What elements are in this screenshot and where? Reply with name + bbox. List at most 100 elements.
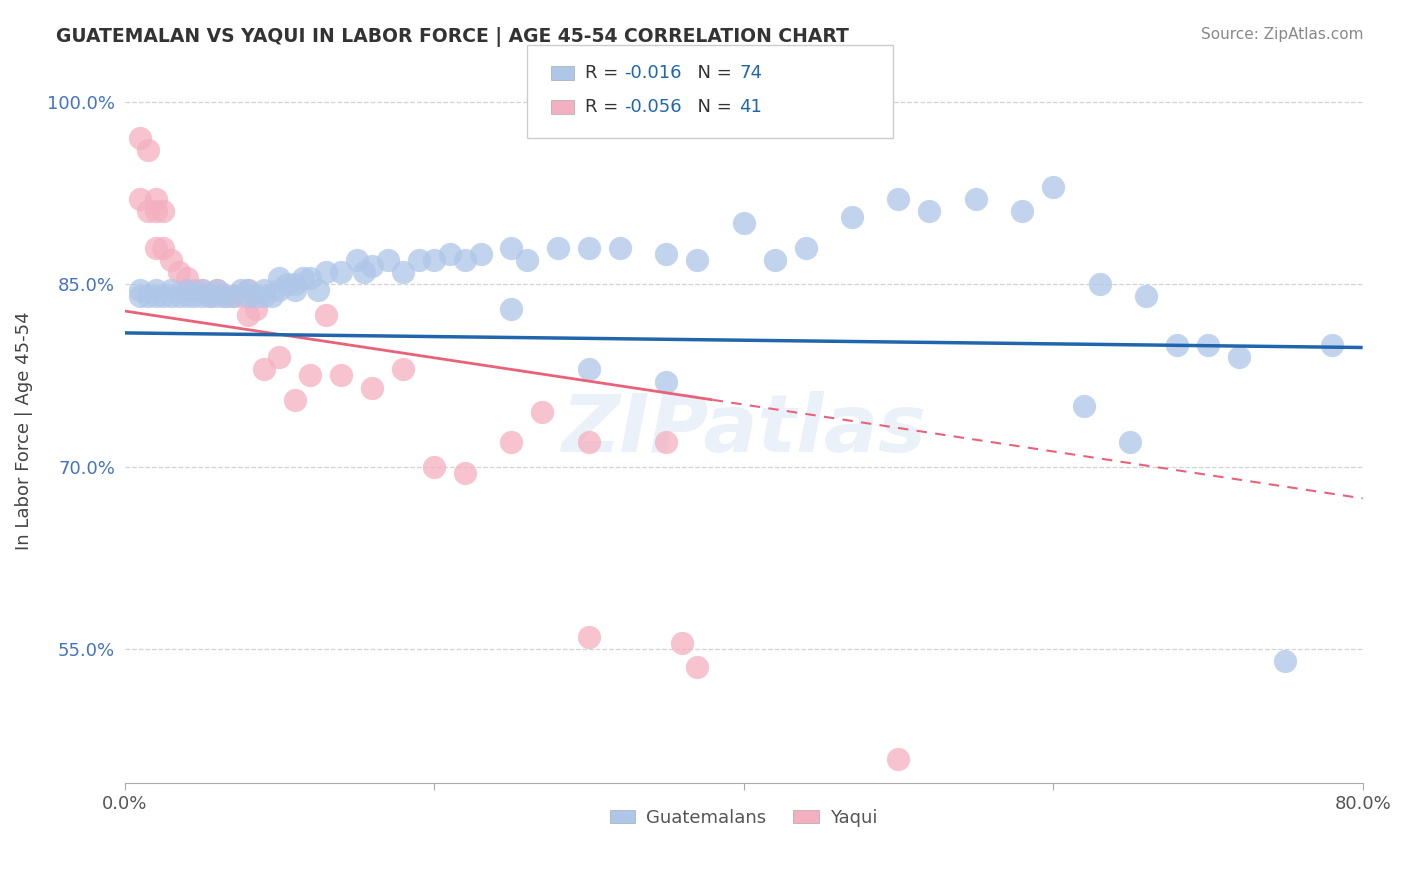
Point	[686, 660, 709, 674]
Point	[671, 636, 693, 650]
Point	[176, 283, 198, 297]
Text: R =: R =	[585, 64, 621, 82]
Point	[1135, 289, 1157, 303]
Point	[454, 252, 477, 267]
Point	[965, 192, 987, 206]
Point	[361, 381, 384, 395]
Point	[238, 308, 260, 322]
Point	[609, 241, 631, 255]
Point	[1011, 204, 1033, 219]
Point	[160, 252, 183, 267]
Point	[299, 271, 322, 285]
Point	[361, 259, 384, 273]
Text: -0.016: -0.016	[624, 64, 682, 82]
Text: N =: N =	[686, 64, 735, 82]
Point	[439, 247, 461, 261]
Point	[229, 283, 252, 297]
Point	[887, 752, 910, 766]
Point	[183, 283, 205, 297]
Point	[578, 241, 600, 255]
Point	[346, 252, 368, 267]
Point	[1227, 351, 1250, 365]
Point	[152, 204, 174, 219]
Point	[191, 283, 214, 297]
Point	[307, 283, 329, 297]
Point	[531, 405, 554, 419]
Point	[501, 241, 523, 255]
Point	[315, 308, 337, 322]
Point	[191, 289, 214, 303]
Point	[516, 252, 538, 267]
Point	[222, 289, 245, 303]
Point	[222, 289, 245, 303]
Point	[207, 289, 229, 303]
Point	[1274, 654, 1296, 668]
Text: 41: 41	[740, 98, 762, 116]
Point	[353, 265, 375, 279]
Point	[176, 271, 198, 285]
Point	[276, 277, 298, 292]
Point	[214, 289, 236, 303]
Point	[1197, 338, 1219, 352]
Point	[655, 375, 678, 389]
Point	[145, 289, 167, 303]
Point	[245, 301, 267, 316]
Point	[887, 192, 910, 206]
Point	[1166, 338, 1188, 352]
Point	[1088, 277, 1111, 292]
Point	[269, 283, 291, 297]
Point	[145, 204, 167, 219]
Point	[129, 131, 152, 145]
Point	[207, 283, 229, 297]
Point	[145, 192, 167, 206]
Point	[176, 283, 198, 297]
Point	[1073, 399, 1095, 413]
Point	[284, 392, 307, 407]
Point	[291, 271, 314, 285]
Point	[501, 435, 523, 450]
Text: GUATEMALAN VS YAQUI IN LABOR FORCE | AGE 45-54 CORRELATION CHART: GUATEMALAN VS YAQUI IN LABOR FORCE | AGE…	[56, 27, 849, 46]
Point	[655, 435, 678, 450]
Point	[392, 362, 415, 376]
Point	[214, 289, 236, 303]
Point	[145, 283, 167, 297]
Point	[284, 277, 307, 292]
Point	[501, 301, 523, 316]
Point	[315, 265, 337, 279]
Point	[238, 283, 260, 297]
Legend: Guatemalans, Yaqui: Guatemalans, Yaqui	[603, 802, 884, 834]
Point	[145, 241, 167, 255]
Point	[229, 289, 252, 303]
Point	[330, 265, 353, 279]
Point	[238, 289, 260, 303]
Point	[733, 216, 755, 230]
Point	[454, 466, 477, 480]
Point	[167, 289, 190, 303]
Point	[392, 265, 415, 279]
Point	[655, 247, 678, 261]
Point	[160, 289, 183, 303]
Point	[686, 252, 709, 267]
Point	[1320, 338, 1343, 352]
Point	[423, 252, 446, 267]
Point	[794, 241, 817, 255]
Text: -0.056: -0.056	[624, 98, 682, 116]
Point	[152, 241, 174, 255]
Point	[253, 289, 276, 303]
Point	[330, 368, 353, 383]
Point	[408, 252, 430, 267]
Text: Source: ZipAtlas.com: Source: ZipAtlas.com	[1201, 27, 1364, 42]
Point	[284, 283, 307, 297]
Point	[191, 283, 214, 297]
Text: ZIPatlas: ZIPatlas	[561, 392, 927, 469]
Point	[245, 289, 267, 303]
Text: R =: R =	[585, 98, 621, 116]
Point	[299, 368, 322, 383]
Point	[198, 289, 221, 303]
Point	[207, 283, 229, 297]
Point	[176, 289, 198, 303]
Point	[136, 204, 159, 219]
Point	[129, 283, 152, 297]
Point	[423, 459, 446, 474]
Point	[918, 204, 941, 219]
